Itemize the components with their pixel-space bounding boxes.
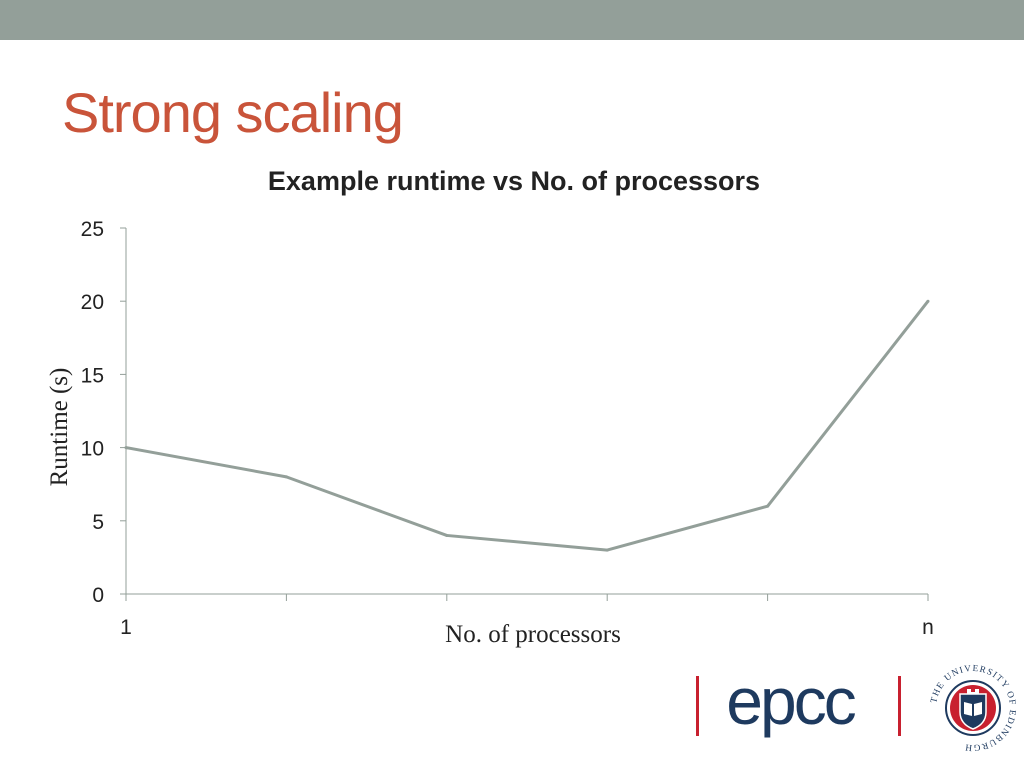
chart-title: Example runtime vs No. of processors [268, 166, 760, 196]
series-layer [124, 299, 930, 552]
y-axis-label: Runtime (s) [46, 368, 73, 487]
epcc-logo: epcc [696, 664, 901, 738]
epcc-bar-right [898, 676, 901, 736]
slide-title: Strong scaling [62, 81, 404, 144]
x-tick-label: n [922, 616, 934, 639]
university-of-edinburgh-seal: THE UNIVERSITY OF EDINBURGH [928, 663, 1017, 753]
runtime-chart: Example runtime vs No. of processors Run… [46, 166, 934, 648]
y-tick-label: 20 [81, 291, 104, 314]
y-tick-label: 0 [92, 584, 104, 607]
x-tick-label: 1 [120, 616, 132, 639]
y-ticks: 0 5 10 15 20 25 [81, 218, 126, 607]
data-point [766, 504, 770, 508]
top-bar [0, 0, 1024, 40]
logos: epcc THE UNIVERSITY OF EDINBURGH [696, 663, 1017, 753]
castle-icon [967, 689, 979, 694]
data-point [445, 533, 449, 537]
runtime-series-line [125, 300, 930, 552]
data-point [284, 475, 288, 479]
y-tick-label: 5 [92, 511, 104, 534]
x-axis-label: No. of processors [445, 621, 621, 648]
y-tick-label: 10 [81, 438, 104, 461]
epcc-wordmark: epcc [726, 664, 855, 738]
epcc-bar-left [696, 676, 699, 736]
data-point [605, 548, 609, 552]
shield-icon [959, 693, 987, 730]
y-tick-label: 25 [81, 218, 104, 241]
book-icon [964, 702, 982, 716]
data-point [124, 446, 128, 450]
y-tick-label: 15 [81, 364, 104, 387]
data-point [926, 299, 930, 303]
